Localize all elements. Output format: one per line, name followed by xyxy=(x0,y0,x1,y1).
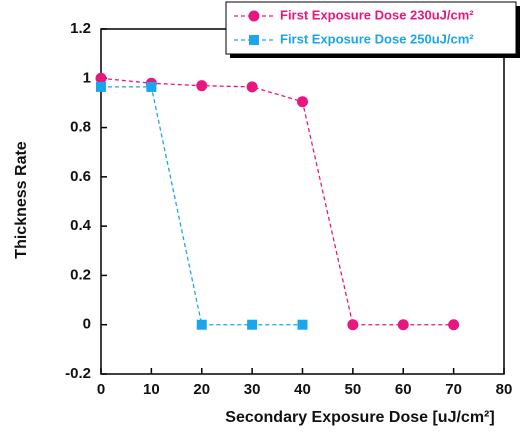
legend-label: First Exposure Dose 250uJ/cm² xyxy=(280,31,474,46)
point xyxy=(95,72,107,84)
series-line xyxy=(100,77,454,326)
legend-marker xyxy=(249,35,259,45)
x-tick-label: 80 xyxy=(496,381,513,398)
point xyxy=(196,80,208,92)
y-tick-label: -0.2 xyxy=(65,365,91,382)
point xyxy=(347,319,359,331)
x-tick-label: 0 xyxy=(97,381,105,398)
x-tick-label: 10 xyxy=(143,381,160,398)
point xyxy=(96,81,106,92)
legend-marker xyxy=(248,10,260,22)
x-tick-label: 20 xyxy=(193,381,210,398)
x-axis-label: Secondary Exposure Dose [uJ/cm²] xyxy=(225,409,494,426)
y-tick-label: 1.2 xyxy=(70,20,91,37)
point xyxy=(146,81,157,92)
legend-box xyxy=(225,1,517,55)
point xyxy=(397,319,409,331)
y-axis-label: Thickness Rate xyxy=(13,141,30,258)
point xyxy=(297,96,308,108)
point xyxy=(196,319,207,330)
series-line xyxy=(101,86,303,326)
point xyxy=(246,81,258,93)
y-tick-label: 0.2 xyxy=(70,266,91,283)
x-tick-label: 40 xyxy=(294,381,311,398)
y-tick-label: 0.8 xyxy=(70,119,91,136)
y-tick-label: 1 xyxy=(83,69,91,86)
point xyxy=(297,319,308,330)
point xyxy=(448,319,460,331)
x-tick-label: 30 xyxy=(244,381,261,398)
y-tick-label: 0.6 xyxy=(70,168,91,185)
y-tick-label: 0.4 xyxy=(70,217,92,234)
x-tick-label: 60 xyxy=(395,381,412,398)
x-tick-label: 70 xyxy=(445,381,462,398)
x-tick-label: 50 xyxy=(345,381,362,398)
legend-label: First Exposure Dose 230uJ/cm² xyxy=(280,7,474,22)
point xyxy=(247,319,258,330)
y-tick-label: 0 xyxy=(83,316,91,333)
